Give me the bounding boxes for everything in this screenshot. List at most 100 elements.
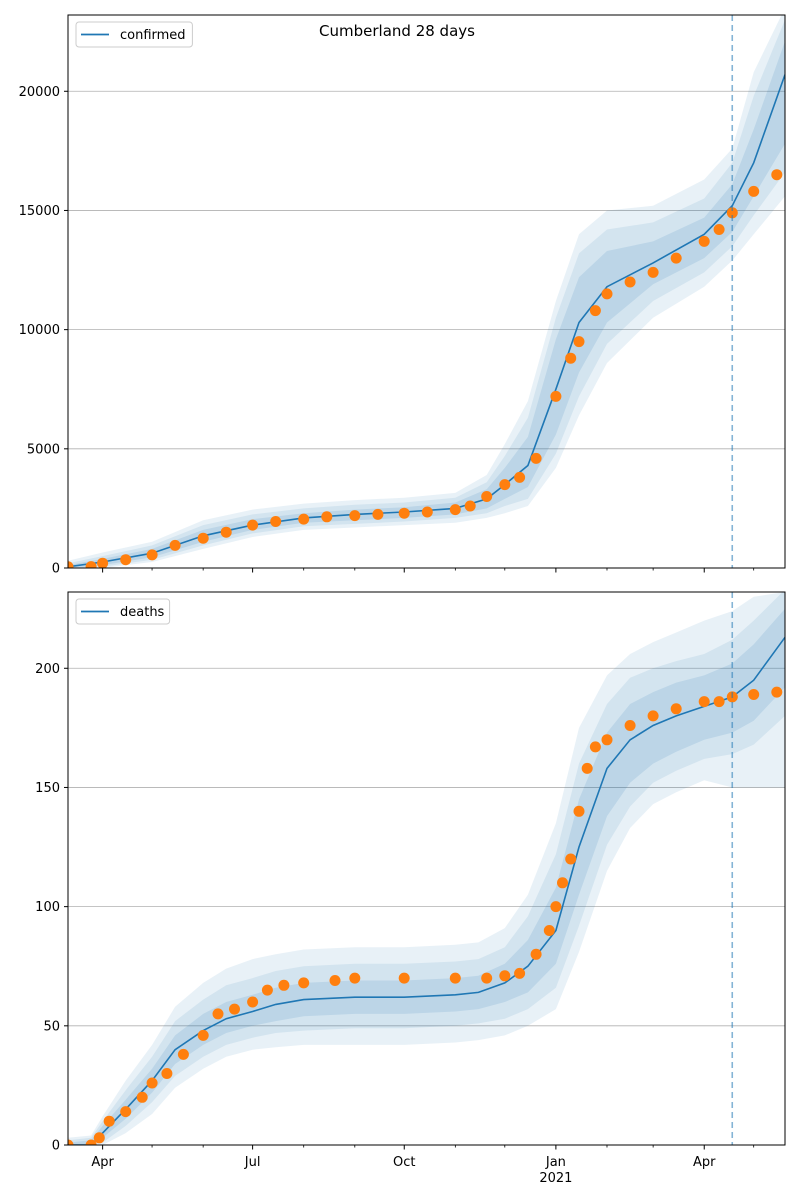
observed-point bbox=[499, 970, 511, 982]
uncertainty-band-2 bbox=[68, 19, 785, 568]
x-tick-label: Apr bbox=[91, 1155, 114, 1170]
x-tick-label: Jan bbox=[545, 1155, 566, 1170]
observed-point bbox=[93, 1132, 105, 1144]
observed-point bbox=[177, 1048, 189, 1060]
observed-point bbox=[372, 508, 384, 520]
observed-point bbox=[247, 519, 259, 531]
legend-label: deaths bbox=[120, 605, 165, 620]
observed-point bbox=[421, 506, 433, 518]
observed-point bbox=[197, 1029, 209, 1041]
observed-point bbox=[514, 967, 526, 979]
y-tick-label: 0 bbox=[52, 1139, 60, 1154]
observed-point bbox=[589, 305, 601, 317]
observed-point bbox=[212, 1008, 224, 1020]
observed-point bbox=[449, 504, 461, 516]
observed-point bbox=[247, 996, 259, 1008]
observed-point bbox=[698, 235, 710, 247]
observed-point bbox=[349, 972, 361, 984]
observed-point bbox=[85, 561, 97, 568]
observed-point bbox=[647, 266, 659, 278]
plot-frame bbox=[67, 14, 786, 569]
observed-point bbox=[97, 557, 109, 568]
observed-point bbox=[624, 720, 636, 731]
observed-point bbox=[748, 185, 760, 197]
confirmed-panel: 0 5000 10000 15000 20000 confirmed bbox=[19, 14, 786, 577]
legend-box bbox=[75, 21, 193, 48]
observed-point bbox=[120, 1106, 132, 1118]
observed-point bbox=[136, 1091, 148, 1103]
plot-area bbox=[68, 592, 785, 1145]
legend: deaths bbox=[75, 598, 171, 625]
y-tick-label: 200 bbox=[35, 662, 60, 677]
observed-point bbox=[499, 479, 511, 491]
observed-point bbox=[624, 276, 636, 288]
observed-point bbox=[713, 224, 725, 235]
y-tick-label: 5000 bbox=[27, 442, 60, 457]
observed-point bbox=[713, 696, 725, 708]
observed-point bbox=[771, 686, 783, 698]
figure-title: Cumberland 28 days bbox=[319, 22, 475, 40]
observed-point bbox=[481, 972, 493, 984]
observed-point bbox=[68, 561, 74, 568]
x-tick-label: Apr bbox=[693, 1155, 716, 1170]
observed-point bbox=[565, 853, 577, 865]
observed-point bbox=[530, 948, 542, 960]
plot-area bbox=[68, 15, 785, 568]
observed-point bbox=[726, 207, 738, 219]
observed-point bbox=[298, 977, 310, 989]
observed-point bbox=[220, 526, 232, 538]
y-tick-label: 10000 bbox=[19, 323, 60, 338]
observed-point bbox=[68, 1139, 74, 1145]
x-tick-label: Jul bbox=[244, 1155, 261, 1170]
observed-point bbox=[398, 507, 410, 519]
legend-label: confirmed bbox=[120, 28, 186, 43]
plot-frame bbox=[67, 591, 786, 1146]
observed-point bbox=[748, 689, 760, 700]
y-tick-label: 15000 bbox=[19, 204, 60, 219]
observed-point bbox=[550, 390, 562, 402]
observed-point bbox=[161, 1068, 173, 1079]
observed-point bbox=[573, 805, 585, 817]
observed-point bbox=[698, 696, 710, 708]
observed-point bbox=[581, 762, 593, 774]
observed-point bbox=[601, 734, 613, 746]
observed-point bbox=[557, 877, 568, 889]
observed-point bbox=[398, 972, 410, 984]
legend: confirmed bbox=[75, 21, 193, 48]
observed-point bbox=[261, 984, 273, 996]
observed-point bbox=[229, 1003, 240, 1015]
y-tick-label: 20000 bbox=[19, 85, 60, 100]
observed-point bbox=[647, 710, 659, 722]
observed-point bbox=[449, 972, 461, 984]
uncertainty-band-3 bbox=[68, 15, 785, 568]
observed-point bbox=[514, 471, 526, 483]
observed-point bbox=[543, 925, 555, 936]
observed-point bbox=[146, 1077, 158, 1089]
y-tick-label: 50 bbox=[43, 1019, 60, 1034]
observed-point bbox=[85, 1139, 97, 1145]
observed-point bbox=[169, 539, 181, 551]
observed-point bbox=[771, 169, 783, 181]
observed-point bbox=[464, 500, 476, 512]
observed-point bbox=[298, 513, 310, 525]
observed-point bbox=[565, 352, 577, 364]
observed-point bbox=[481, 491, 493, 502]
uncertainty-band-2 bbox=[68, 592, 785, 1145]
observed-point bbox=[146, 549, 158, 561]
observed-point bbox=[103, 1115, 115, 1127]
observed-point bbox=[670, 703, 682, 715]
legend-box bbox=[75, 598, 171, 625]
x-tick-sublabel: 2021 bbox=[539, 1171, 572, 1186]
observed-point bbox=[270, 516, 282, 527]
uncertainty-band-3 bbox=[68, 592, 785, 1145]
observed-point bbox=[278, 979, 290, 991]
observed-point bbox=[329, 975, 341, 986]
observed-point bbox=[349, 510, 361, 522]
model-line bbox=[68, 636, 785, 1145]
x-tick-label: Oct bbox=[393, 1155, 415, 1170]
observed-point bbox=[197, 532, 209, 544]
model-line bbox=[68, 74, 785, 568]
observed-point bbox=[530, 452, 542, 464]
